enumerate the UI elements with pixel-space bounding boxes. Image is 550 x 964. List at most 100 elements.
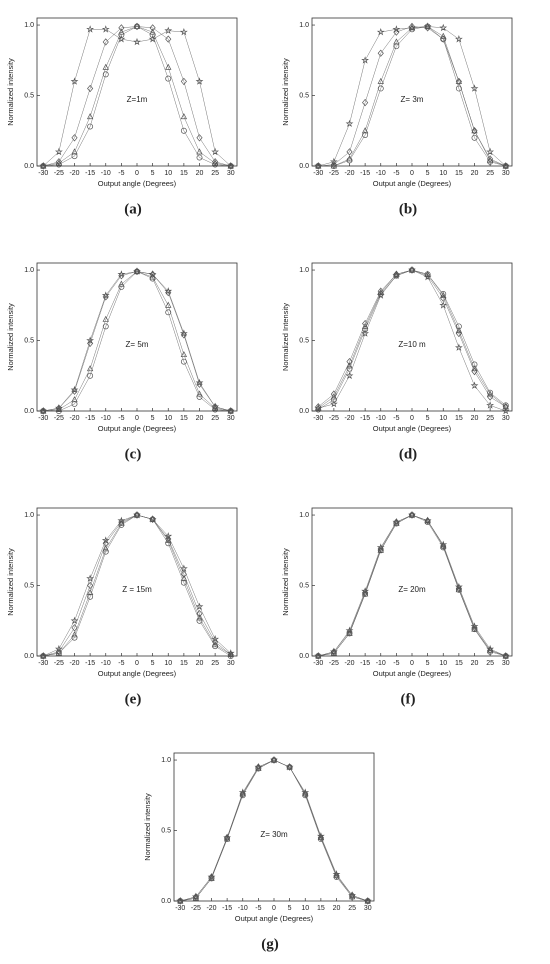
x-tick-label: 20 [196,660,204,667]
x-tick-label: 25 [348,905,356,912]
marker [180,77,187,86]
marker [377,77,384,84]
marker [70,616,79,625]
marker [439,23,448,32]
marker [165,301,172,308]
x-tick-label: 15 [180,170,188,177]
marker [224,836,231,842]
marker [102,38,109,46]
marker [255,765,262,772]
marker [180,351,188,358]
marker [317,836,324,842]
marker [86,336,95,344]
marker [408,511,416,518]
marker [439,301,448,309]
marker [502,403,509,410]
marker [227,407,234,415]
x-tick-label: 0 [135,660,139,667]
marker [40,162,47,170]
marker [424,519,431,526]
marker [315,162,322,169]
plot-frame [36,262,238,412]
x-axis-label: Output angle (Degrees) [98,179,177,188]
marker [133,22,141,29]
x-tick-label: -25 [191,905,201,912]
y-axis-label: Normalized intensity [6,303,15,371]
marker [502,653,509,659]
marker [133,511,141,518]
marker [55,161,62,168]
marker [377,49,384,57]
x-tick-label: 25 [486,660,494,667]
marker [393,38,400,45]
marker [227,162,234,170]
marker [212,158,219,166]
marker [149,273,156,280]
marker [55,649,63,656]
marker [86,113,94,120]
marker [470,84,479,92]
x-tick-label: -5 [255,905,261,912]
x-tick-label: -30 [313,660,323,667]
x-tick-label: 15 [455,660,463,667]
marker [192,894,200,901]
marker [227,653,234,659]
x-axis-label: Output angle (Degrees) [373,669,452,678]
marker [70,77,79,85]
marker [149,515,156,523]
marker [117,35,126,43]
marker [86,574,95,582]
x-tick-label: 0 [410,170,414,177]
x-tick-label: 5 [151,170,155,177]
marker [454,343,463,351]
x-tick-label: 20 [471,660,479,667]
marker [455,327,463,334]
marker [134,268,140,275]
marker [55,158,62,166]
y-tick-label: 1.0 [299,512,309,519]
x-tick-label: -20 [344,415,354,422]
marker [255,763,262,771]
x-tick-label: -5 [118,660,124,667]
marker [408,24,416,31]
marker [195,602,204,610]
marker [455,77,462,86]
y-tick-label: 0.5 [24,92,34,99]
marker [208,873,215,881]
x-tick-label: -20 [69,660,79,667]
x-tick-label: -15 [222,905,232,912]
caption: (a) [124,201,142,217]
x-tick-label: 5 [426,170,430,177]
marker [196,393,203,400]
x-tick-label: 5 [151,660,155,667]
x-tick-label: -25 [54,170,64,177]
marker [102,323,109,330]
series-line [43,29,231,167]
plot-frame [173,752,375,902]
marker [165,536,172,543]
marker [165,63,172,70]
marker [302,790,309,798]
marker [346,358,353,366]
marker [55,648,62,656]
y-tick-label: 0.5 [24,582,34,589]
x-tick-label: 20 [196,170,204,177]
marker [118,519,125,526]
x-tick-label: 0 [135,415,139,422]
x-tick-label: -10 [238,905,248,912]
marker [71,134,78,142]
marker [315,162,322,170]
x-tick-label: -20 [344,660,354,667]
marker [87,593,94,600]
x-tick-label: 30 [227,415,235,422]
marker [71,148,78,155]
x-axis-label: Output angle (Degrees) [373,179,452,188]
x-tick-label: 0 [410,415,414,422]
caption: (d) [399,446,417,462]
marker [87,372,94,379]
marker [424,23,431,30]
marker [315,163,322,169]
marker [440,291,447,298]
